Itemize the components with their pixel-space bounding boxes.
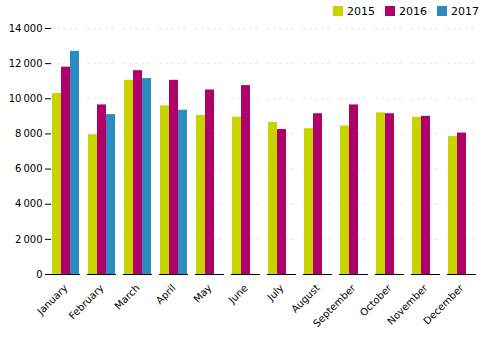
html-text:2015: 2015 bbox=[347, 4, 375, 18]
svg-text:March: March bbox=[112, 282, 141, 311]
svg-text:November: November bbox=[385, 282, 430, 327]
html-text:2016: 2016 bbox=[399, 4, 427, 18]
svg-text:10 000: 10 000 bbox=[9, 93, 43, 104]
svg-text:2 000: 2 000 bbox=[15, 234, 42, 245]
html-text:2017: 2017 bbox=[451, 4, 479, 18]
svg-text:August: August bbox=[289, 282, 322, 315]
svg-text:February: February bbox=[67, 282, 106, 321]
svg-text:8 000: 8 000 bbox=[15, 128, 42, 139]
svg-text:January: January bbox=[34, 282, 69, 317]
svg-text:July: July bbox=[264, 282, 285, 303]
svg-text:May: May bbox=[191, 282, 213, 304]
svg-text:September: September bbox=[311, 282, 358, 329]
svg-text:14 000: 14 000 bbox=[9, 23, 43, 34]
svg-text:4 000: 4 000 bbox=[15, 198, 42, 209]
svg-text:June: June bbox=[226, 282, 250, 306]
svg-text:December: December bbox=[421, 282, 466, 327]
svg-text:April: April bbox=[154, 282, 178, 306]
svg-text:October: October bbox=[358, 282, 395, 319]
svg-text:6 000: 6 000 bbox=[15, 163, 42, 174]
svg-text:12 000: 12 000 bbox=[9, 58, 43, 69]
svg-text:0: 0 bbox=[36, 269, 42, 280]
